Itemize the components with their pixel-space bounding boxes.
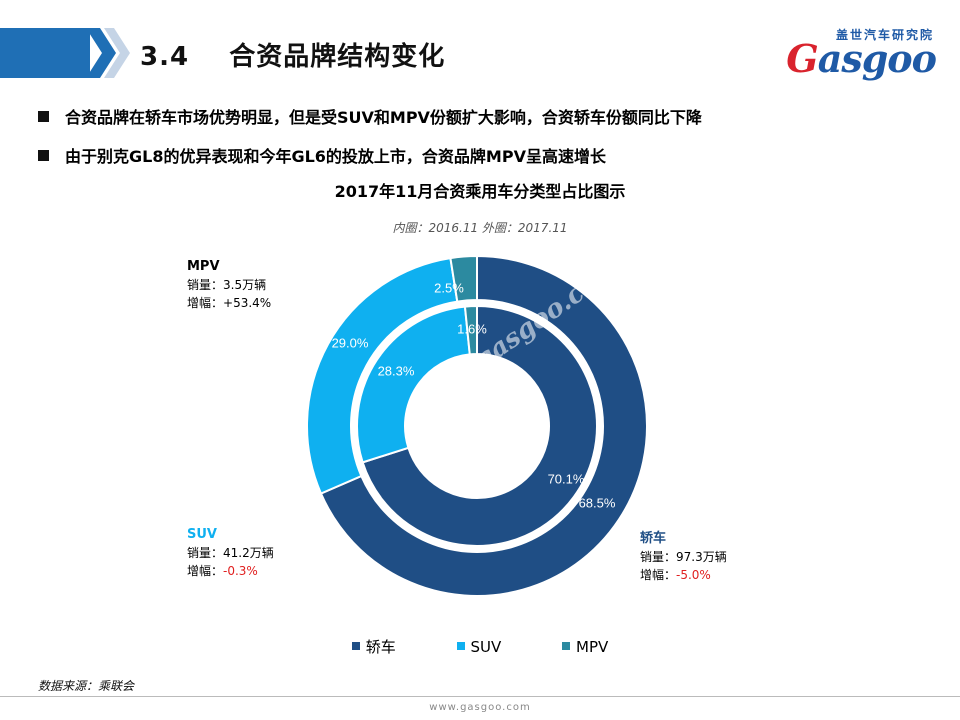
legend-item: SUV bbox=[456, 638, 501, 656]
chart-legend: 轿车 SUV MPV bbox=[0, 636, 960, 657]
annotation-growth: 增幅：-0.3% bbox=[187, 564, 258, 578]
annotation-sales: 销量：3.5万辆 bbox=[187, 278, 267, 292]
bullet-text: 合资品牌在轿车市场优势明显，但是受SUV和MPV份额扩大影响，合资轿车份额同比下… bbox=[65, 108, 702, 127]
donut-slice-outer-2 bbox=[449, 254, 478, 303]
annotation-name: 轿车 bbox=[640, 531, 667, 546]
annotation-sales: 销量：97.3万辆 bbox=[640, 550, 727, 564]
annotation-name: MPV bbox=[187, 259, 220, 274]
annotation-mpv: MPV 销量：3.5万辆 增幅：+53.4% bbox=[187, 258, 271, 312]
annotation-sales: 销量：41.2万辆 bbox=[187, 546, 274, 560]
footer-url: www.gasgoo.com bbox=[429, 702, 531, 713]
data-label-outer-1: 29.0% bbox=[332, 335, 369, 350]
legend-swatch bbox=[351, 642, 360, 650]
bullet-text: 由于别克GL8的优异表现和今年GL6的投放上市，合资品牌MPV呈高速增长 bbox=[65, 147, 606, 166]
legend-swatch bbox=[456, 642, 465, 650]
legend-item: 轿车 bbox=[351, 636, 396, 657]
data-label-outer-0: 68.5% bbox=[579, 495, 616, 510]
gasgoo-logo: 盖世汽车研究院 Gasgoo bbox=[728, 20, 938, 86]
page-title: 3.4 合资品牌结构变化 bbox=[140, 36, 445, 73]
bullet-square-icon bbox=[38, 150, 49, 161]
bullet-item: 合资品牌在轿车市场优势明显，但是受SUV和MPV份额扩大影响，合资轿车份额同比下… bbox=[38, 104, 702, 128]
annotation-growth: 增幅：+53.4% bbox=[187, 296, 272, 310]
bullet-square-icon bbox=[38, 111, 49, 122]
legend-item: MPV bbox=[562, 638, 608, 656]
chart-subtitle: 内圈：2016.11 外圈：2017.11 bbox=[392, 221, 568, 235]
chart-title: 2017年11月合资乘用车分类型占比图示 bbox=[334, 182, 626, 201]
data-source: 数据来源：乘联会 bbox=[38, 679, 135, 693]
footer-divider bbox=[0, 696, 960, 697]
annotation-suv: SUV 销量：41.2万辆 增幅：-0.3% bbox=[187, 526, 274, 580]
data-label-inner-0: 70.1% bbox=[548, 471, 585, 486]
header-accent-bar bbox=[0, 28, 90, 78]
logo-english-text: Gasgoo bbox=[786, 36, 937, 81]
annotation-growth: 增幅：-5.0% bbox=[640, 568, 711, 582]
chevron-decoration-icon bbox=[86, 28, 130, 78]
data-label-inner-1: 28.3% bbox=[378, 363, 415, 378]
donut-slice-outer-0 bbox=[319, 254, 648, 597]
donut-slice-inner-1 bbox=[356, 305, 471, 464]
donut-slice-inner-2 bbox=[463, 304, 478, 356]
legend-swatch bbox=[562, 642, 571, 650]
logo-chinese-text: 盖世汽车研究院 bbox=[835, 28, 934, 42]
bullet-item: 由于别克GL8的优异表现和今年GL6的投放上市，合资品牌MPV呈高速增长 bbox=[38, 143, 606, 167]
annotation-name: SUV bbox=[187, 527, 217, 542]
data-label-outer-2: 2.5% bbox=[434, 280, 464, 295]
data-label-inner-2: 1.6% bbox=[457, 321, 487, 336]
donut-slice-inner-0 bbox=[361, 304, 598, 547]
annotation-sedan: 轿车 销量：97.3万辆 增幅：-5.0% bbox=[640, 530, 727, 584]
slide-header: 3.4 合资品牌结构变化 盖世汽车研究院 Gasgoo bbox=[0, 18, 960, 88]
section-number: 3.4 bbox=[140, 42, 190, 72]
section-title: 合资品牌结构变化 bbox=[229, 42, 446, 72]
